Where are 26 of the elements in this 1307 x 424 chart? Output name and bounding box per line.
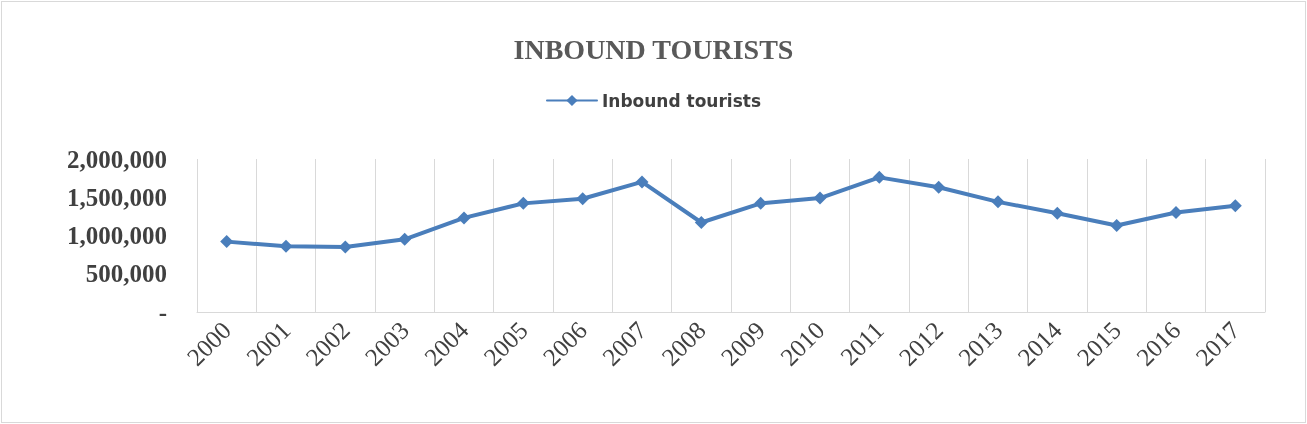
y-tick-label: - (158, 298, 167, 326)
point (220, 235, 234, 249)
point (576, 192, 590, 206)
point (754, 196, 768, 210)
point (279, 239, 293, 253)
point (398, 232, 412, 246)
point (516, 196, 530, 210)
point (872, 170, 886, 184)
point (1169, 206, 1183, 220)
legend-label: Inbound tourists (601, 90, 762, 111)
point (694, 215, 708, 229)
point (932, 180, 946, 194)
point (635, 175, 649, 189)
y-tick-label: 1,500,000 (67, 183, 167, 211)
y-tick-label: 2,000,000 (67, 145, 167, 173)
point (457, 211, 471, 225)
point (813, 191, 827, 205)
point (338, 240, 352, 254)
point (1050, 206, 1064, 220)
chart-title: INBOUND TOURISTS (513, 33, 794, 65)
point (991, 195, 1005, 209)
point (1110, 219, 1124, 233)
x-tick-label: 2011 (835, 316, 889, 371)
y-tick-label: 1,000,000 (67, 222, 167, 249)
y-tick-label: 500,000 (85, 260, 167, 288)
point (1228, 199, 1242, 213)
